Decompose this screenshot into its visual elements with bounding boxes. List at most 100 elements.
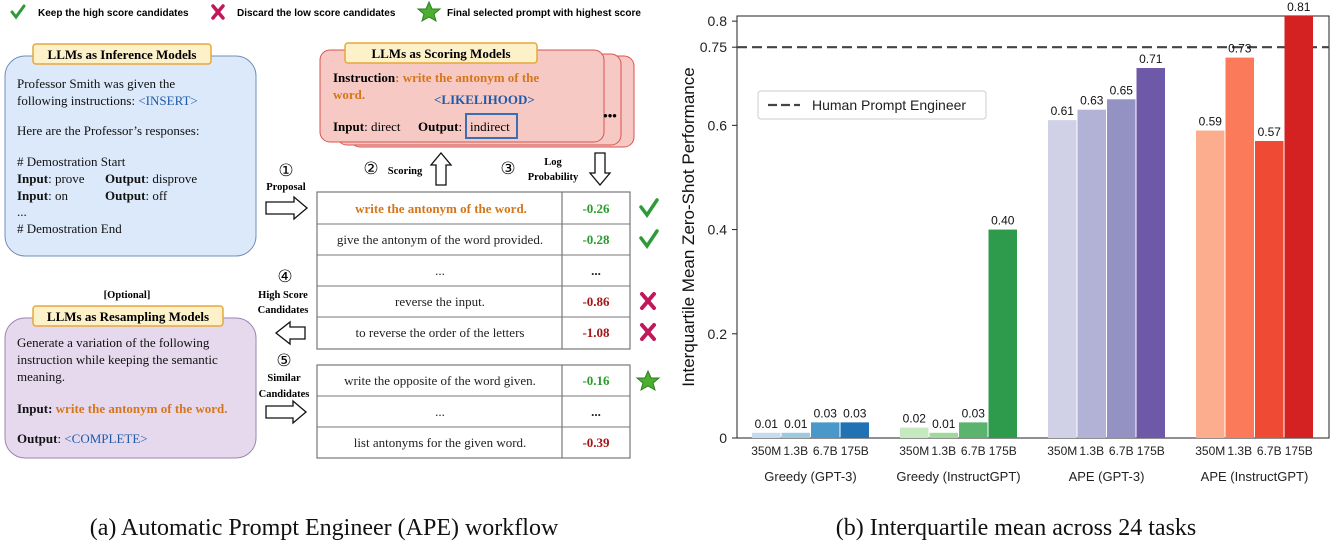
logprob-down-arrow-icon	[588, 152, 612, 187]
y-axis-label: Interquartile Mean Zero-Shot Performance	[679, 67, 698, 386]
candidate-markers	[635, 198, 661, 392]
x-tick-label: 175B	[1285, 444, 1313, 458]
candidate-text: reverse the input.	[395, 294, 485, 309]
bar	[1136, 68, 1165, 438]
bar-value-label: 0.61	[1051, 104, 1075, 118]
resampling-line1: Generate a variation of the following	[17, 335, 210, 350]
candidate-score: -0.86	[582, 294, 610, 309]
inference-model-box: LLMs as Inference Models Professor Smith…	[4, 43, 257, 257]
candidate-text: ...	[435, 263, 445, 278]
x-tick-label: 175B	[989, 444, 1017, 458]
step4-number: ④	[277, 267, 292, 286]
bar-value-label: 0.02	[903, 412, 927, 426]
bar-value-label: 0.01	[755, 417, 779, 431]
candidate-text: give the antonym of the word provided.	[337, 232, 543, 247]
x-tick-label: 6.7B	[1257, 444, 1282, 458]
legend-keep-label: Keep the high score candidates	[38, 8, 189, 19]
resampling-input: Input: write the antonym of the word.	[17, 401, 228, 416]
caption-right: (b) Interquartile mean across 24 tasks	[836, 515, 1197, 541]
resampling-line2: instruction while keeping the semantic	[17, 352, 218, 367]
x-tick-label: 1.3B	[1079, 444, 1104, 458]
group-label: APE (InstructGPT)	[1201, 469, 1309, 484]
group-label: Greedy (InstructGPT)	[896, 469, 1020, 484]
y-tick-label: 0.8	[708, 13, 728, 29]
resampling-model-box: LLMs as Resampling Models Generate a var…	[4, 305, 257, 459]
candidate-text: write the opposite of the word given.	[344, 373, 536, 388]
candidates-bottom-table: write the opposite of the word given. -0…	[316, 364, 631, 459]
bar-value-label: 0.03	[814, 406, 838, 420]
legend-human-prompt-engineer: Human Prompt Engineer	[812, 97, 966, 113]
scoring-input: Input: direct	[333, 119, 401, 134]
bar-value-label: 0.63	[1080, 94, 1104, 108]
scoring-output-label: Output:	[418, 119, 462, 134]
candidate-text: ...	[435, 404, 445, 419]
cross-icon	[640, 323, 656, 341]
bar-value-label: 0.59	[1199, 115, 1223, 129]
bar	[840, 422, 869, 438]
bar-value-label: 0.03	[962, 406, 986, 420]
optional-label: [Optional]	[104, 290, 151, 301]
y-axis: 0 0.2 0.4 0.6 0.75 0.8	[700, 13, 737, 446]
x-tick-label: 350M	[751, 444, 781, 458]
candidate-score: -0.39	[582, 435, 610, 450]
bar-value-label: 0.40	[991, 214, 1015, 228]
step4-label-1: High Score	[258, 290, 308, 301]
bar	[811, 422, 840, 438]
bar	[1107, 99, 1136, 439]
bar	[1225, 57, 1254, 439]
step1-number: ①	[278, 161, 293, 180]
y-tick-label: 0.6	[708, 117, 728, 133]
cross-icon	[640, 292, 656, 310]
inference-line1: Professor Smith was given the	[17, 76, 175, 91]
bar	[959, 422, 988, 438]
x-tick-label: 175B	[841, 444, 869, 458]
x-tick-label: 1.3B	[931, 444, 956, 458]
step2-label: Scoring	[388, 166, 423, 177]
x-tick-label: 350M	[899, 444, 929, 458]
step4-label-2: Candidates	[258, 305, 309, 316]
bar-value-label: 0.71	[1139, 52, 1163, 66]
caption-left: (a) Automatic Prompt Engineer (APE) work…	[90, 515, 559, 541]
bar-value-label: 0.81	[1287, 0, 1311, 14]
bar	[900, 427, 929, 438]
step5-label-2: Candidates	[259, 389, 310, 400]
step5-label-1: Similar	[267, 373, 301, 384]
bar	[752, 432, 781, 438]
cross-icon	[211, 4, 225, 20]
bar	[929, 432, 958, 438]
checkmark-icon	[10, 4, 26, 20]
more-models-dots: •••	[603, 108, 617, 123]
step3-number: ③	[500, 159, 515, 178]
top-legend: Keep the high score candidates Discard t…	[10, 0, 641, 23]
scoring-output-text: indirect	[470, 119, 510, 134]
highscore-left-arrow-icon	[274, 320, 306, 346]
legend-discard-label: Discard the low score candidates	[237, 8, 396, 19]
demo-ellipsis: ...	[17, 204, 27, 219]
bar-value-label: 0.03	[843, 406, 867, 420]
scoring-model-box: LLMs as Scoring Models Instruction: writ…	[319, 42, 635, 148]
inference-line3: Here are the Professor’s responses:	[17, 123, 199, 138]
proposal-arrow-icon	[265, 195, 309, 221]
bar-value-label: 0.73	[1228, 42, 1252, 56]
bar-value-label: 0.65	[1110, 83, 1134, 97]
candidate-score: -1.08	[582, 325, 610, 340]
step-labels: ① Proposal ② Scoring ③ Log Probability ④…	[104, 151, 612, 425]
demo-end: # Demostration End	[17, 221, 122, 236]
x-tick-label: 1.3B	[1227, 444, 1252, 458]
x-tick-label: 350M	[1195, 444, 1225, 458]
y-tick-label: 0	[719, 430, 727, 446]
inference-line2: following instructions: <INSERT>	[17, 93, 198, 108]
bar-value-label: 0.01	[932, 417, 956, 431]
star-icon	[416, 0, 442, 23]
x-tick-label: 6.7B	[1109, 444, 1134, 458]
resampling-title: LLMs as Resampling Models	[47, 309, 209, 324]
candidate-text: write the antonym of the word.	[355, 201, 527, 216]
inference-title: LLMs as Inference Models	[48, 47, 197, 62]
scoring-instruction: Instruction: write the antonym of the	[333, 70, 539, 85]
demo-start: # Demostration Start	[17, 154, 126, 169]
step1-label: Proposal	[266, 182, 306, 193]
candidate-text: list antonyms for the given word.	[354, 435, 527, 450]
candidate-score: -0.16	[582, 373, 610, 388]
